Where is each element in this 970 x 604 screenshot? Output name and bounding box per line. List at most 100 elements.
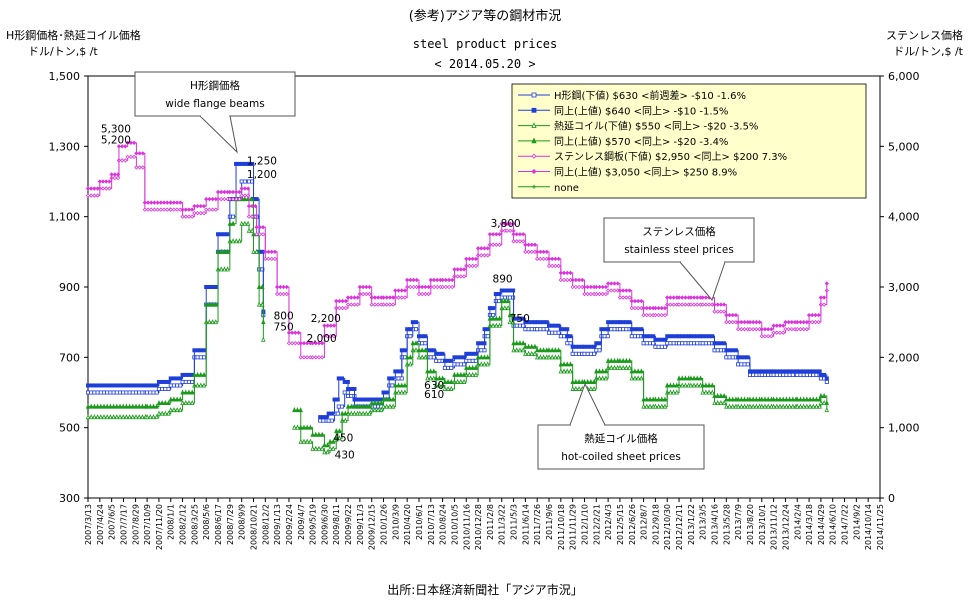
data-point [558,368,564,374]
data-point [811,372,816,377]
data-point [735,327,741,332]
data-point [461,371,467,377]
data-point [305,341,310,346]
data-point [786,327,791,332]
x-tick-label: 2014/6/10 [829,504,838,545]
data-point [703,295,709,300]
data-point [783,327,788,332]
data-point [790,403,796,409]
data-point [222,189,227,195]
data-point [470,263,475,269]
data-point [331,445,336,451]
data-point [784,369,789,374]
data-point [342,379,347,384]
data-point [367,284,372,290]
data-point [154,403,159,409]
data-point [733,348,738,353]
data-point [517,347,523,353]
data-point [346,386,351,391]
data-point [222,232,227,237]
data-point [95,414,100,420]
data-point [207,284,212,289]
x-tick-label: 2009/9/22 [344,504,353,545]
data-point [327,438,333,444]
data-point [442,385,448,391]
data-point [127,383,132,388]
data-point [416,284,422,290]
callout-box [134,71,296,117]
data-point [127,414,132,420]
data-point [789,320,794,325]
data-point [240,161,245,166]
data-point [408,277,413,283]
callout-stainless: ステンレス価格 stainless steel prices [603,217,755,301]
data-point [360,403,366,409]
data-point [759,369,764,374]
x-tick-label: 2010/10/5 [450,504,459,545]
data-point [617,288,623,293]
data-point [402,288,408,293]
data-point [178,200,183,205]
data-point [133,390,138,395]
data-point [627,288,632,293]
data-point [573,284,579,290]
data-point [824,281,829,286]
data-point [328,334,333,339]
data-point [817,403,822,409]
data-point [523,343,528,349]
data-point [204,301,209,307]
legend-item-label: H形鋼(下値) $630 <前週差> -$10 -1.6% [554,89,746,102]
data-point [814,403,819,409]
x-tick-label: 2009/2/24 [285,504,294,545]
data-point [92,186,97,191]
data-point [399,382,404,388]
data-point [325,323,330,328]
data-point [180,207,185,212]
data-point [367,403,372,409]
data-point [210,319,215,325]
data-point [352,295,357,300]
data-point [114,383,119,388]
data-point [420,341,425,346]
data-point [155,207,160,212]
data-point [213,284,218,289]
data-point [599,327,604,332]
data-point [390,383,395,388]
x-tick-label: 2011/6/14 [521,504,530,545]
data-point [462,362,467,367]
data-point [811,369,816,374]
data-point [234,161,239,166]
data-point [245,220,251,226]
data-point [234,189,239,195]
data-point [629,375,634,381]
data-point [565,361,570,367]
data-point [98,414,104,420]
data-point [786,320,791,325]
data-point [504,228,510,233]
data-point [712,348,717,353]
data-point [171,406,177,413]
data-point [644,305,649,311]
data-point [491,306,496,311]
data-point [335,411,340,416]
data-point [691,382,697,388]
data-point [98,403,104,409]
data-point [588,378,594,384]
data-point [766,372,771,377]
value-label: 610 [424,389,444,401]
data-point [375,406,381,413]
data-point [606,320,611,325]
data-point [762,327,768,332]
data-point [137,383,142,388]
data-point [461,267,467,272]
data-point [423,354,428,360]
x-tick-label: 2008/3/25 [190,504,199,545]
data-point [349,295,354,300]
data-point [624,327,629,332]
data-point [674,389,680,395]
data-point [239,193,244,198]
y-left-tick-label: 1,500 [49,70,81,83]
data-point [104,414,110,420]
data-point [603,284,609,290]
data-point [538,347,543,353]
